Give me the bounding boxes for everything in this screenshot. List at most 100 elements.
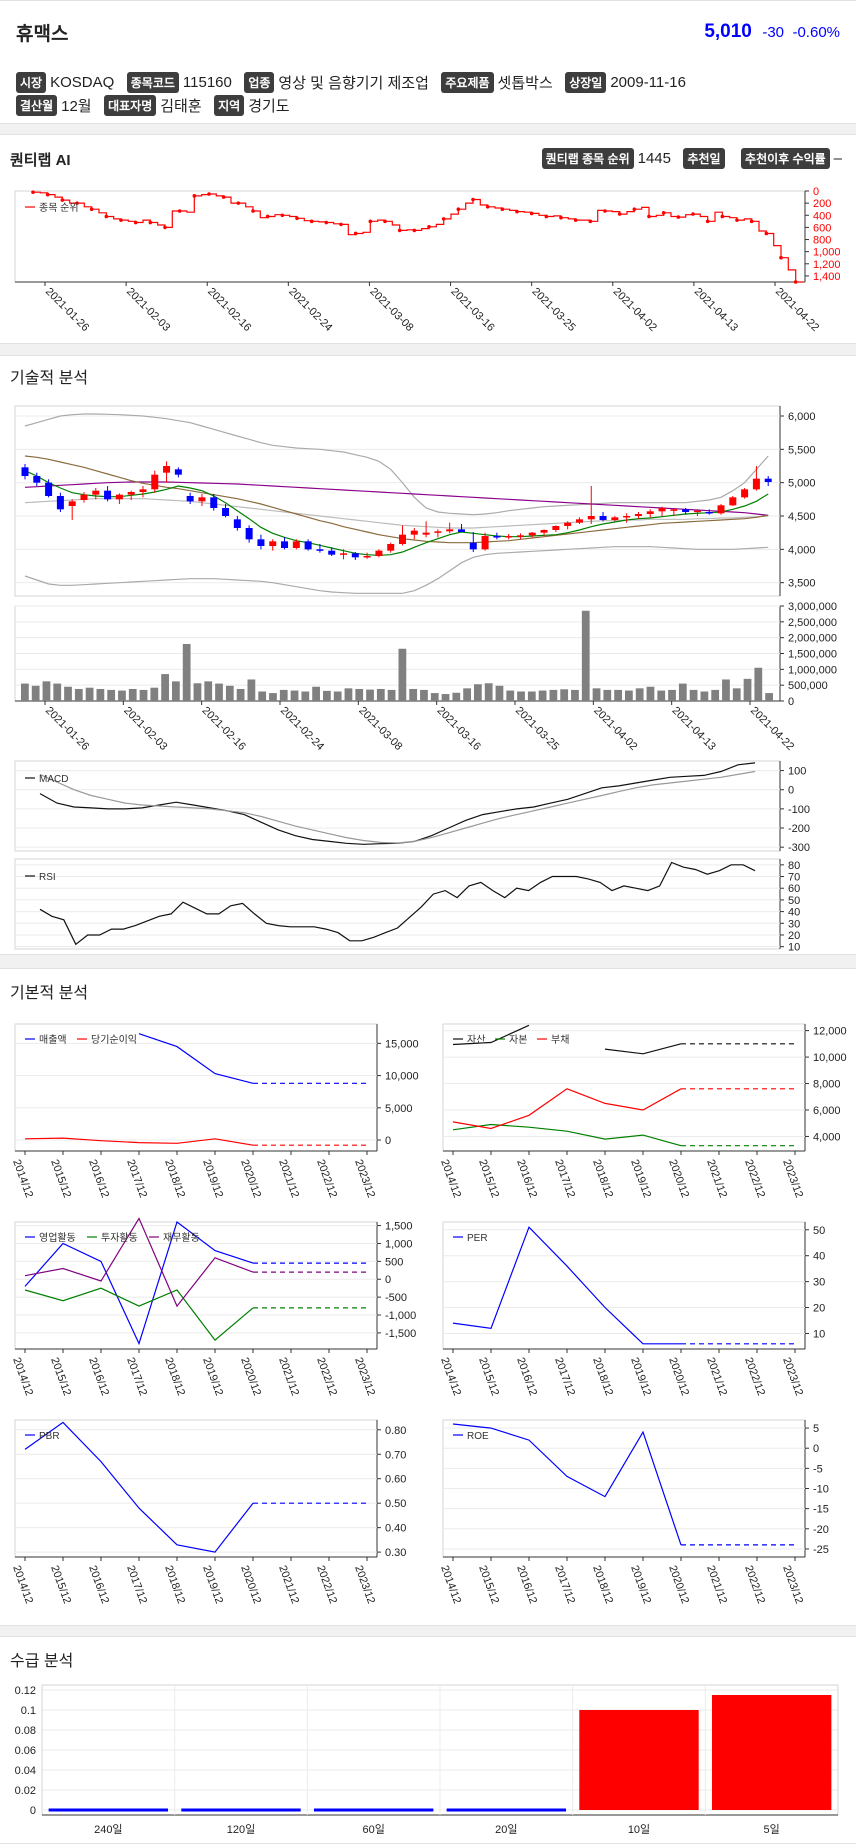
x-tick-label: 2019/12 [628, 1158, 653, 1199]
x-tick-label: 2020/12 [238, 1564, 263, 1605]
rank-point [295, 216, 299, 221]
y-tick-label: 0.04 [15, 1765, 36, 1777]
candle-body [387, 544, 395, 551]
series-line [24, 1287, 254, 1341]
plot-area [442, 1221, 806, 1350]
candle-body [174, 469, 182, 475]
x-tick-label: 2022/12 [314, 1356, 339, 1397]
price-change: -30 [762, 24, 785, 41]
rank-point [383, 219, 387, 224]
volume-bar [614, 689, 622, 701]
volume-bar [646, 686, 655, 701]
x-tick-label: 2021-02-03 [121, 705, 169, 751]
series-line [604, 1043, 682, 1055]
rank-point [31, 190, 35, 195]
y-tick-label: 50 [813, 1225, 825, 1237]
rank-point [280, 213, 285, 218]
supply-bar [446, 1808, 567, 1812]
rank-point [207, 192, 211, 196]
y-tick-label: 70 [788, 872, 800, 884]
balance-sheet-chart: 4,000 6,000 8,000 10,000 12,000 2014/12 2015/1… [438, 1023, 847, 1199]
product-value: 셋톱박스 [497, 75, 553, 92]
rank-point [764, 231, 769, 236]
x-tick-label: 2021/12 [276, 1564, 301, 1605]
x-tick-label: 5일 [764, 1822, 780, 1836]
candle-body [281, 541, 289, 548]
y-tick-label: 200 [813, 198, 831, 210]
volume-bar [150, 687, 159, 701]
x-tick-label: 2022/12 [742, 1564, 767, 1605]
x-tick-label: 2021-04-13 [692, 286, 740, 334]
y-tick-label: -5 [813, 1463, 823, 1475]
candle-body [245, 528, 253, 540]
y-tick-label: 0.08 [15, 1725, 36, 1737]
rank-point [749, 219, 754, 224]
rank-point [133, 220, 138, 225]
volume-bar [409, 688, 418, 701]
candle-body [434, 531, 442, 533]
ai-rank-tag: 퀀티랩 종목 순위 [541, 148, 634, 169]
volume-bar [128, 688, 137, 701]
indicator-line [39, 770, 756, 844]
y-tick-label: -15 [813, 1504, 829, 1516]
volume-bar [376, 688, 385, 701]
volume-bar [312, 686, 320, 701]
indicator-line [39, 861, 756, 946]
x-tick-label: 2017/12 [552, 1564, 577, 1605]
y-tick-label: 8,000 [813, 1079, 841, 1091]
x-tick-label: 2021-04-02 [591, 705, 639, 751]
x-tick-label: 2021-04-22 [773, 286, 821, 334]
rank-point [456, 207, 461, 211]
rank-point [779, 255, 783, 260]
x-tick-label: 10일 [628, 1822, 650, 1836]
y-tick-label: 0.02 [15, 1785, 36, 1797]
x-tick-label: 2016/12 [514, 1356, 539, 1397]
x-tick-label: 2017/12 [552, 1158, 577, 1199]
x-tick-label: 20일 [495, 1822, 517, 1836]
volume-bar [333, 691, 342, 701]
candle-body [705, 512, 713, 514]
ma20-line [24, 455, 769, 544]
volume-bar [215, 683, 223, 701]
x-tick-label: 2016/12 [86, 1564, 111, 1605]
current-price: 5,010 [704, 21, 752, 42]
ai-title: 퀀티랩 AI [10, 152, 71, 169]
y-tick-label: 0.70 [385, 1449, 406, 1461]
y-tick-label: 12,000 [813, 1026, 847, 1038]
x-tick-label: 2017/12 [124, 1356, 149, 1397]
y-tick-label: -1,500 [385, 1328, 416, 1340]
candle-body [304, 541, 312, 550]
volume-bar [21, 683, 29, 701]
rank-point [60, 198, 65, 202]
y-tick-label: 0.50 [385, 1498, 406, 1510]
candle-body [292, 541, 300, 548]
legend-label: 부채 [551, 1034, 569, 1046]
price-chart: 3,500 4,000 4,500 5,000 5,500 6,000 [14, 405, 816, 597]
volume-bar [603, 689, 612, 701]
rank-point [148, 220, 153, 225]
rank-point [573, 218, 578, 222]
code-tag: 종목코드 [126, 72, 179, 93]
x-tick-label: 2023/12 [780, 1356, 805, 1397]
cashflow-chart: 1,500 1,000 500 0 -500 -1,000 -1,500 2014/12 201… [10, 1217, 416, 1397]
x-tick-label: 2021/12 [704, 1564, 729, 1605]
volume-bar [236, 688, 245, 701]
candle-body [151, 474, 159, 490]
plot-area [14, 405, 781, 597]
rank-point [251, 209, 255, 213]
rank-point [559, 215, 563, 220]
candle-body [575, 519, 583, 523]
y-tick-label: 500,000 [788, 680, 828, 692]
x-tick-label: 2018/12 [162, 1158, 187, 1199]
candle-body [611, 517, 619, 520]
fiscal-month-tag: 결산월 [16, 95, 58, 116]
x-tick-label: 2014/12 [438, 1564, 463, 1605]
candle-body [56, 496, 64, 510]
x-tick-label: 2017/12 [124, 1564, 149, 1605]
x-tick-label: 2015/12 [48, 1356, 73, 1397]
y-tick-label: 5,000 [788, 478, 816, 490]
candle-body [528, 532, 536, 536]
rank-point [89, 207, 94, 211]
candle-body [469, 542, 477, 550]
x-tick-label: 2021-02-16 [205, 286, 253, 334]
